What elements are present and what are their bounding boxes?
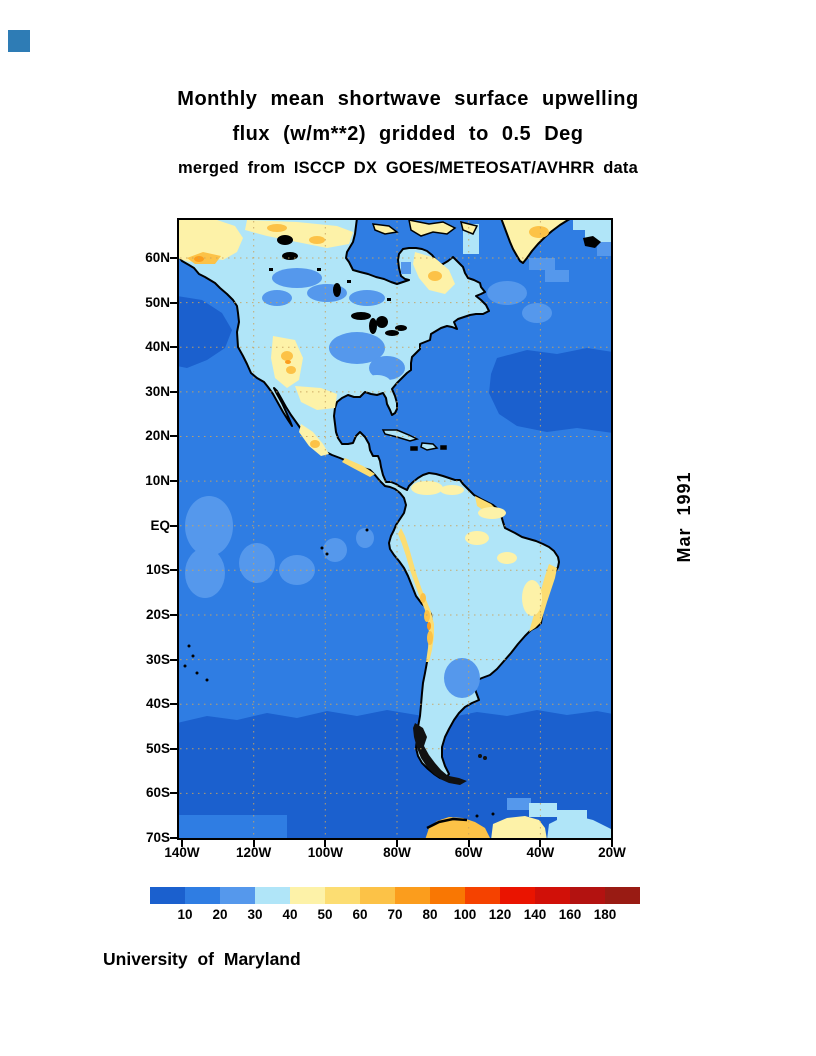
colorbar-cell bbox=[395, 887, 430, 904]
north-atlantic-light-patches bbox=[487, 218, 613, 323]
lat-tick-label: 30S bbox=[145, 651, 170, 667]
title-line-3: merged from ISCCP DX GOES/METEOSAT/AVHRR… bbox=[178, 159, 638, 177]
lat-tick-mark bbox=[170, 480, 177, 483]
colorbar-tick-label: 50 bbox=[317, 907, 333, 922]
lon-tick-mark bbox=[252, 840, 255, 847]
antarctica bbox=[425, 798, 613, 840]
colorbar-tick-label: 100 bbox=[453, 907, 477, 922]
lat-tick-mark bbox=[170, 792, 177, 795]
lon-tick-mark bbox=[539, 840, 542, 847]
ocean-band-bottom-left bbox=[177, 815, 287, 840]
land-flux-patches bbox=[177, 220, 557, 698]
great-lakes-and-canadian-lakes bbox=[269, 235, 407, 336]
hudson-bay-patch bbox=[401, 262, 411, 274]
lat-tick-label: 10S bbox=[145, 562, 170, 578]
lat-tick-label: 50N bbox=[145, 294, 170, 310]
colorbar-tick-label: 80 bbox=[422, 907, 438, 922]
lat-tick-label: 70S bbox=[145, 830, 170, 846]
colorbar-cell bbox=[360, 887, 395, 904]
map-plot-area bbox=[177, 218, 613, 840]
colorbar-cell bbox=[430, 887, 465, 904]
lat-tick-label: 20N bbox=[145, 428, 170, 444]
americas-flux-map bbox=[177, 218, 613, 840]
lon-tick-mark bbox=[181, 840, 183, 847]
colorbar-tick-label: 30 bbox=[247, 907, 263, 922]
side-date-label: Mar 1991 bbox=[674, 471, 694, 563]
lon-tick-label: 140W bbox=[164, 845, 200, 860]
colorbar-cell bbox=[150, 887, 185, 904]
map-frame bbox=[177, 218, 613, 840]
colorbar-tick-label: 70 bbox=[387, 907, 403, 922]
colorbar-tick-label: 40 bbox=[282, 907, 298, 922]
patagonia-fjords bbox=[413, 723, 487, 785]
colorbar-cell bbox=[290, 887, 325, 904]
lon-tick-mark bbox=[324, 840, 327, 847]
lon-tick-mark bbox=[467, 840, 470, 847]
colorbar-cell bbox=[535, 887, 570, 904]
colorbar-tick-label: 140 bbox=[523, 907, 547, 922]
lat-tick-label: 30N bbox=[145, 383, 170, 399]
lon-tick-mark bbox=[396, 840, 398, 847]
north-atlantic-dark-patch bbox=[489, 348, 613, 433]
lat-tick-mark bbox=[170, 435, 177, 438]
lon-tick-label: 120W bbox=[236, 845, 272, 860]
lat-tick-mark bbox=[170, 524, 177, 527]
lon-tick-label: 100W bbox=[307, 845, 343, 860]
colorbar-tick-label: 20 bbox=[212, 907, 228, 922]
arctic-islands bbox=[371, 219, 479, 237]
lon-tick-label: 60W bbox=[454, 845, 483, 860]
lat-tick-mark bbox=[170, 257, 177, 259]
colorbar-tick-label: 160 bbox=[558, 907, 582, 922]
lat-tick-label: 40N bbox=[145, 339, 170, 355]
colorbar-tick-label: 120 bbox=[488, 907, 512, 922]
lat-tick-mark bbox=[170, 346, 177, 349]
colorbar-tick-label: 180 bbox=[593, 907, 617, 922]
lat-tick-mark bbox=[170, 747, 177, 750]
credit-text: University of Maryland bbox=[103, 949, 301, 969]
lat-tick-mark bbox=[170, 569, 177, 572]
title-line-1: Monthly mean shortwave surface upwelling bbox=[177, 88, 639, 110]
colorbar-cell bbox=[255, 887, 290, 904]
lat-tick-label: 60S bbox=[145, 785, 170, 801]
equatorial-pacific-light-patches bbox=[185, 496, 374, 598]
lon-tick-label: 20W bbox=[598, 845, 626, 860]
corner-square bbox=[8, 30, 30, 52]
colorbar-cell bbox=[570, 887, 605, 904]
lat-tick-mark bbox=[170, 658, 177, 661]
lat-tick-label: 20S bbox=[145, 606, 170, 622]
lat-tick-label: 10N bbox=[145, 473, 170, 489]
lat-tick-mark bbox=[170, 301, 177, 304]
lat-tick-mark bbox=[170, 613, 177, 616]
lat-tick-label: EQ bbox=[150, 517, 170, 533]
colorbar-cell bbox=[325, 887, 360, 904]
greenland-amber-patch bbox=[529, 226, 549, 238]
lon-tick-mark bbox=[611, 840, 614, 847]
colorbar-cell bbox=[500, 887, 535, 904]
lat-tick-label: 40S bbox=[145, 696, 170, 712]
pacific-island-specks bbox=[183, 528, 369, 682]
greenland-landmass bbox=[500, 218, 573, 264]
ne-pacific-dark-patch bbox=[177, 296, 232, 368]
lat-tick-mark bbox=[170, 703, 177, 706]
colorbar-tick-label: 60 bbox=[352, 907, 368, 922]
southern-ocean-dark bbox=[177, 710, 613, 840]
lon-tick-label: 80W bbox=[383, 845, 411, 860]
lat-tick-mark bbox=[170, 390, 177, 393]
lat-tick-label: 50S bbox=[145, 740, 170, 756]
colorbar-cell bbox=[465, 887, 500, 904]
colorbar-cell bbox=[185, 887, 220, 904]
iceland-island bbox=[583, 236, 601, 248]
title-line-2: flux (w/m**2) gridded to 0.5 Deg bbox=[232, 123, 584, 145]
lat-tick-label: 60N bbox=[145, 250, 170, 265]
colorbar bbox=[150, 887, 640, 904]
lat-tick-mark bbox=[170, 837, 177, 840]
colorbar-cell bbox=[605, 887, 640, 904]
caribbean-islands bbox=[381, 429, 447, 451]
lon-tick-label: 40W bbox=[526, 845, 555, 860]
colorbar-tick-label: 10 bbox=[177, 907, 193, 922]
colorbar-cell bbox=[220, 887, 255, 904]
